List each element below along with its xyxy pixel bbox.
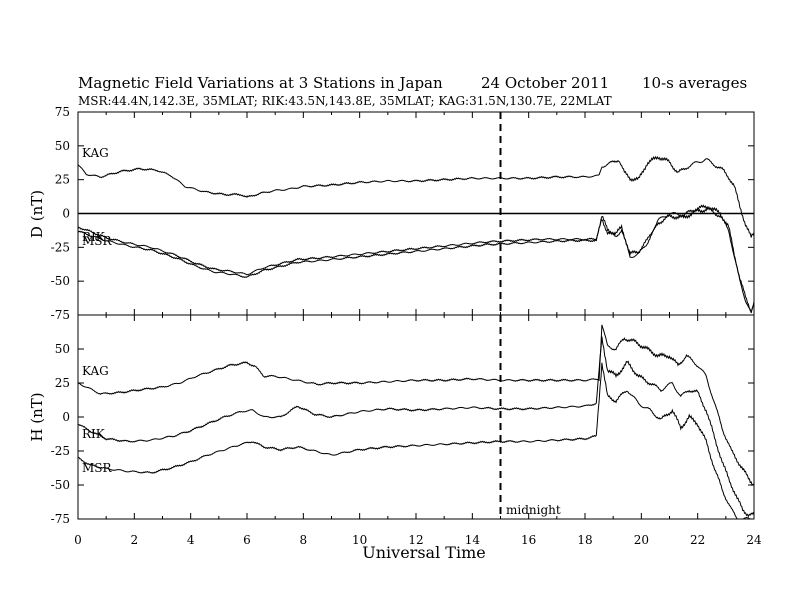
h-panel-y-tick-label: 50 — [55, 342, 70, 356]
x-tick-label: 24 — [746, 533, 762, 547]
x-tick-label: 0 — [74, 533, 82, 547]
x-tick-label: 4 — [187, 533, 195, 547]
h-panel-y-tick-label: -75 — [51, 512, 70, 526]
d-panel-y-axis-label: D (nT) — [28, 190, 46, 238]
x-tick-label: 12 — [408, 533, 423, 547]
h-panel-y-axis-label: H (nT) — [28, 392, 46, 441]
chart-date: 24 October 2011 — [481, 74, 609, 92]
h-panel-y-tick-label: 25 — [55, 376, 70, 390]
d-panel-series-msr — [77, 206, 755, 313]
h-panel-series-kag — [77, 324, 755, 487]
x-tick-label: 2 — [131, 533, 139, 547]
d-panel-series-kag — [77, 155, 755, 238]
x-tick-label: 8 — [300, 533, 308, 547]
x-tick-label: 16 — [521, 533, 536, 547]
h-panel-y-tick-label: -25 — [51, 444, 70, 458]
midnight-label: midnight — [506, 503, 561, 517]
d-panel-y-tick-label: -75 — [51, 308, 70, 322]
d-panel-y-tick-label: -25 — [51, 240, 70, 254]
h-panel-y-tick-label: 0 — [62, 410, 70, 424]
x-tick-label: 20 — [634, 533, 649, 547]
d-panel-y-tick-label: 75 — [55, 105, 70, 119]
h-panel-y-tick-label: -50 — [51, 478, 70, 492]
x-tick-label: 18 — [577, 533, 592, 547]
d-panel-series-label-msr: MSR — [82, 234, 113, 248]
h-panel-series-rik — [77, 336, 755, 518]
h-panel-series-label-msr: MSR — [82, 461, 113, 475]
x-axis-label: Universal Time — [362, 543, 485, 562]
chart-marks: -75 -50 -25 0 25 50 75 KAG RIK MSR -75 -50 -25 0 25 50 K… — [51, 105, 762, 547]
x-tick-label: 22 — [690, 533, 705, 547]
x-tick-label: 14 — [465, 533, 481, 547]
chart-title: Magnetic Field Variations at 3 Stations … — [78, 74, 443, 92]
d-panel-y-tick-label: 25 — [55, 173, 70, 187]
x-tick-label: 6 — [243, 533, 251, 547]
d-panel-y-tick-label: -50 — [51, 274, 70, 288]
d-panel-y-tick-label: 0 — [62, 207, 70, 221]
h-panel-series-label-rik: RIK — [82, 427, 106, 441]
d-panel-series-label-kag: KAG — [82, 146, 109, 160]
h-panel-frame — [77, 314, 755, 520]
x-tick-label: 10 — [352, 533, 367, 547]
stations-subtitle: MSR:44.4N,142.3E, 35MLAT; RIK:43.5N,143.… — [78, 94, 612, 108]
chart-averaging: 10-s averages — [642, 74, 747, 92]
h-panel-series-msr — [77, 362, 754, 520]
h-panel-series-label-kag: KAG — [82, 364, 109, 378]
d-panel-y-tick-label: 50 — [55, 139, 70, 153]
